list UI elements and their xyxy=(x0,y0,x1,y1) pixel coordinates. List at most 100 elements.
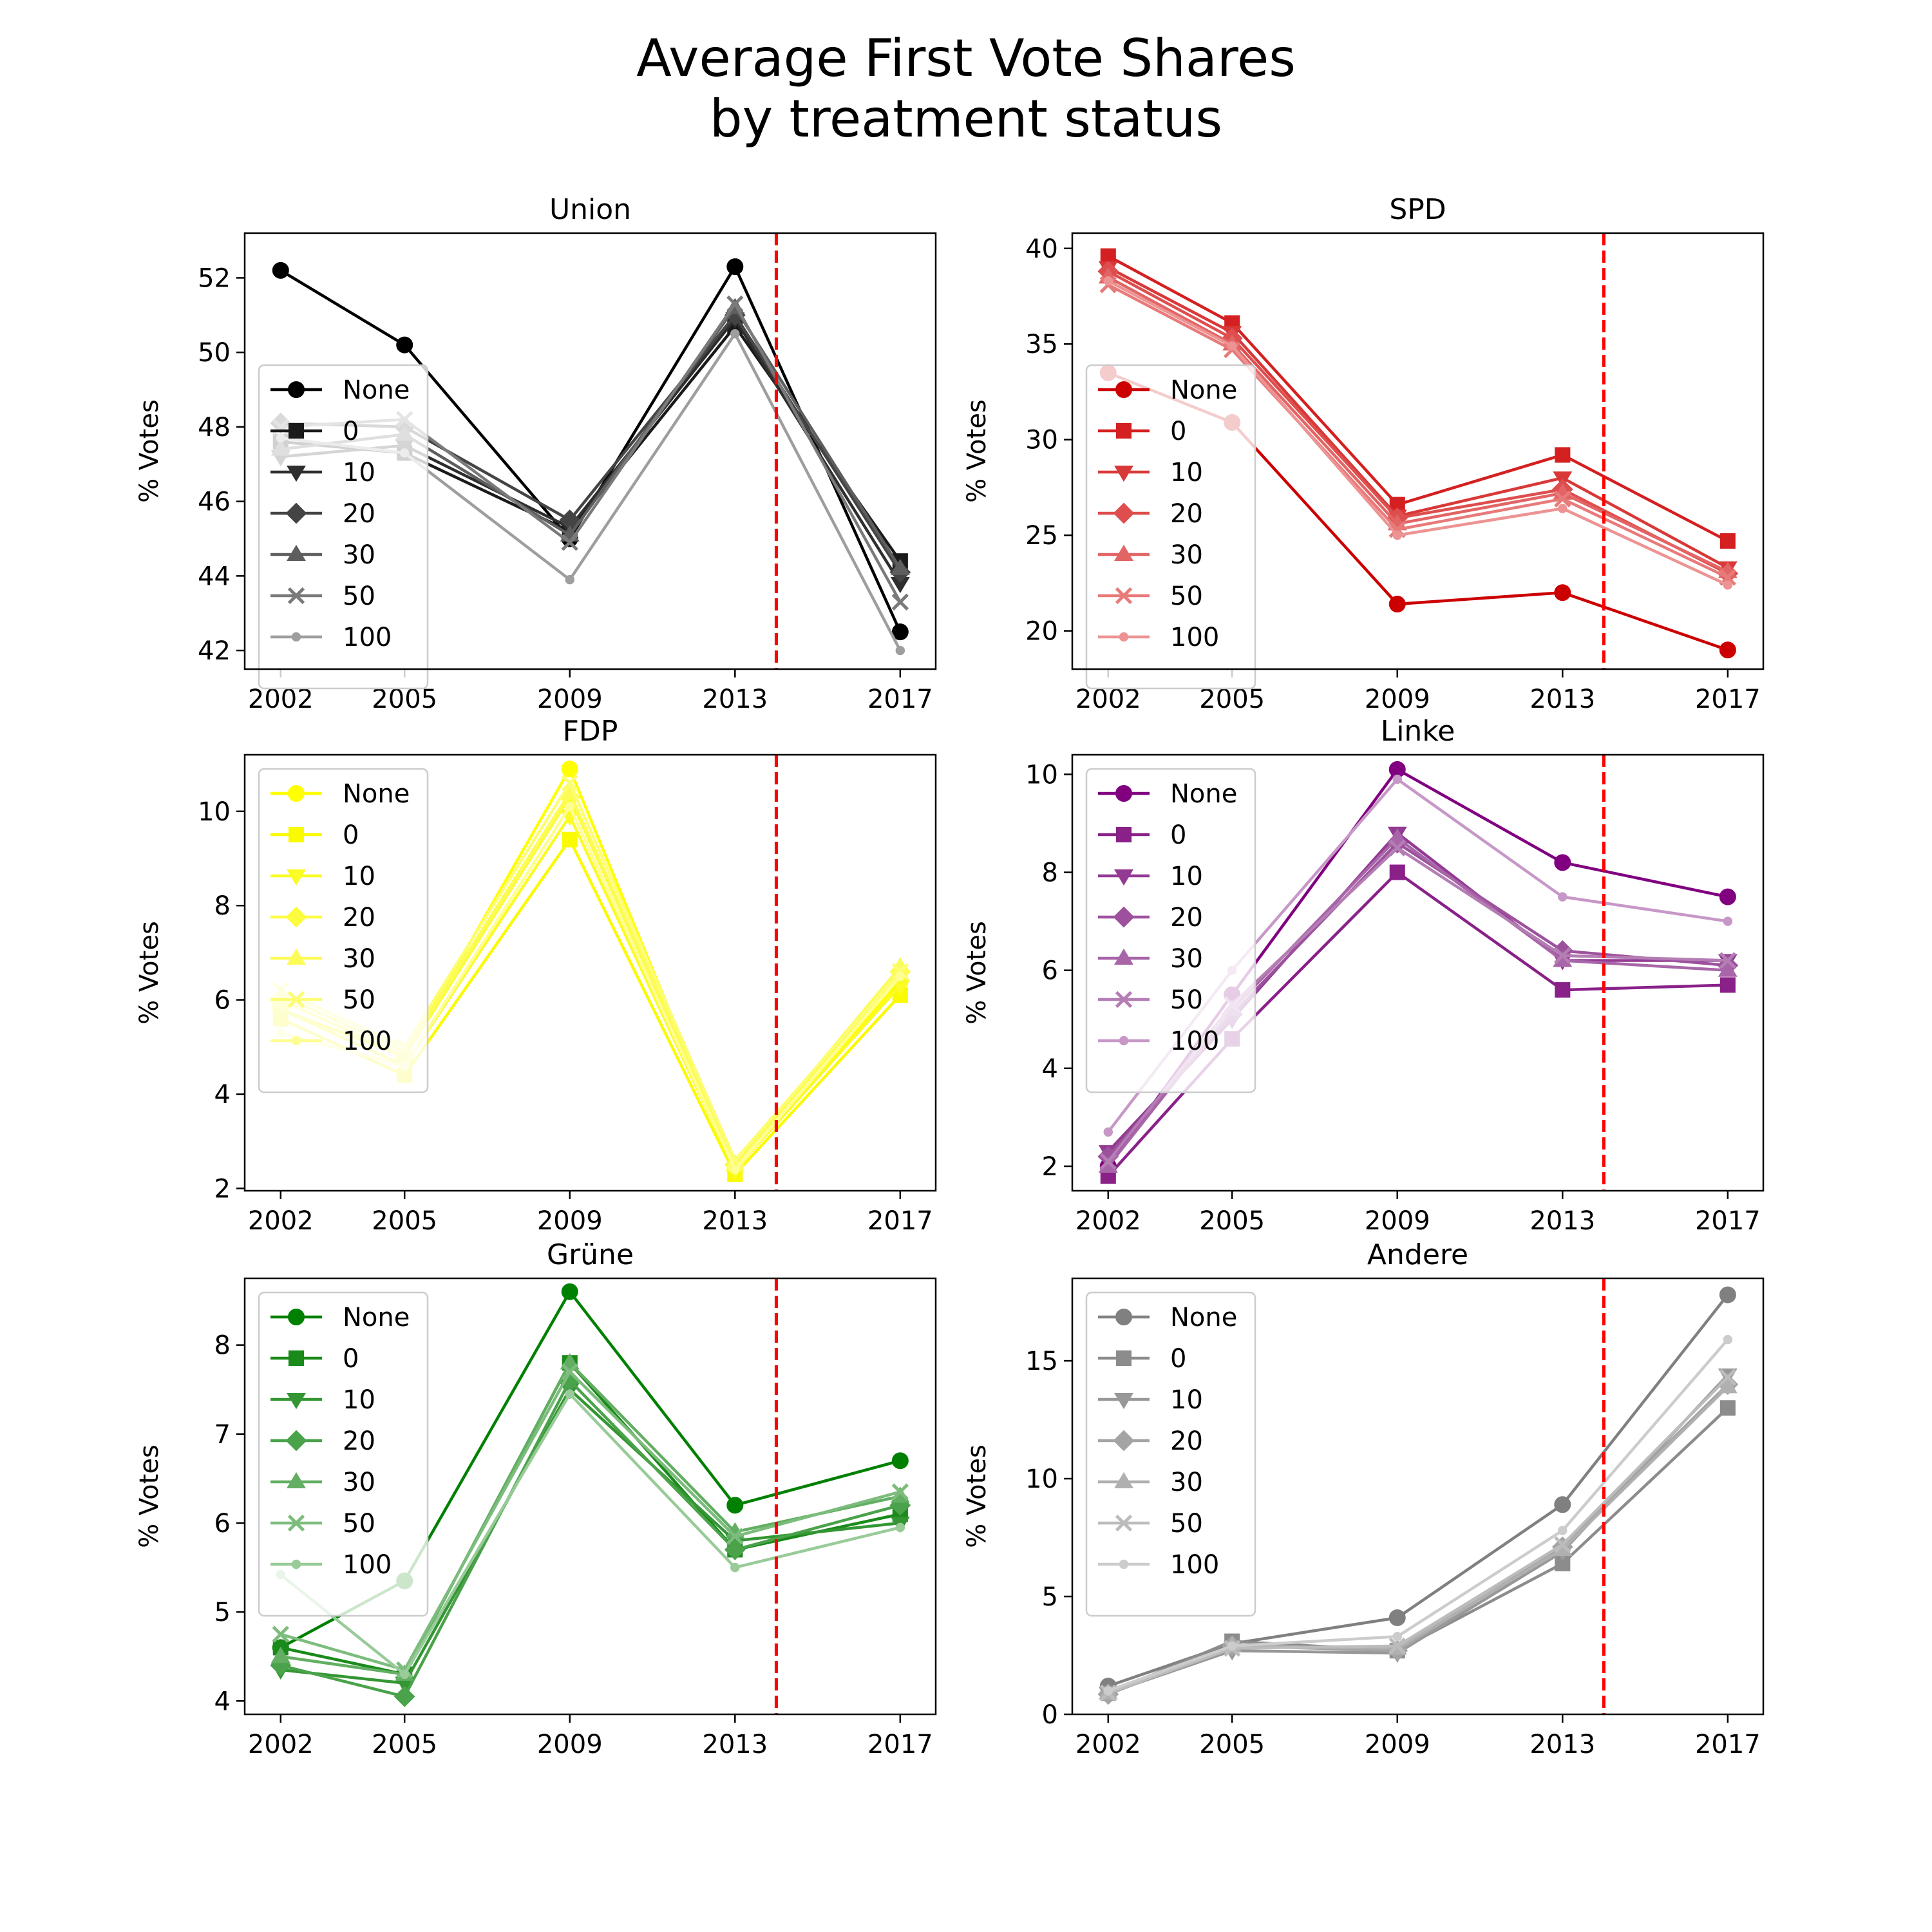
data-point-0-2017 xyxy=(1719,977,1736,993)
axes-frame xyxy=(243,1277,937,1716)
x-tick-label: 2005 xyxy=(1199,1206,1265,1236)
data-point-100-2005 xyxy=(399,1669,410,1680)
legend-marker-30 xyxy=(287,948,306,965)
y-tick-label: 44 xyxy=(198,562,231,591)
legend-marker-10 xyxy=(287,869,306,886)
y-tick-label: 20 xyxy=(1025,617,1058,647)
data-point-100-2009 xyxy=(1392,774,1402,784)
legend-box xyxy=(1085,1291,1256,1617)
data-point-100-2005 xyxy=(1227,1641,1237,1651)
legend-marker-none xyxy=(288,1309,305,1325)
data-point-50-2013 xyxy=(1554,490,1571,507)
legend-label-10: 10 xyxy=(343,862,375,891)
y-tick-label: 8 xyxy=(214,1331,231,1361)
legend-label-none: None xyxy=(1170,375,1237,405)
x-tick-label: 2002 xyxy=(248,1730,314,1759)
legend-marker-20 xyxy=(1113,502,1135,524)
x-tick-label: 2017 xyxy=(867,685,933,714)
y-tick-label: 48 xyxy=(198,413,231,442)
legend-label-10: 10 xyxy=(343,1385,375,1415)
y-tick-label: 50 xyxy=(198,338,231,368)
y-tick-label: 10 xyxy=(198,797,231,827)
legend-box xyxy=(1085,364,1256,690)
legend-label-10: 10 xyxy=(343,458,375,488)
panel-title: Grüne xyxy=(547,1238,634,1271)
x-tick-label: 2002 xyxy=(1075,1206,1141,1236)
legend-marker-50 xyxy=(287,587,305,605)
legend-label-30: 30 xyxy=(1170,1468,1203,1497)
legend-label-100: 100 xyxy=(1170,1550,1219,1580)
data-point-none-2013 xyxy=(726,1497,744,1514)
legend-label-50: 50 xyxy=(1170,582,1203,611)
y-tick-label: 5 xyxy=(214,1598,231,1627)
legend-label-50: 50 xyxy=(1170,985,1203,1015)
y-tick-label: 4 xyxy=(214,1080,231,1110)
legend-marker-none xyxy=(288,785,305,802)
y-tick-label: 2 xyxy=(1042,1152,1058,1182)
data-point-0-2009 xyxy=(1389,864,1405,880)
data-point-none-2009 xyxy=(1388,596,1406,613)
legend-marker-50 xyxy=(1115,1514,1133,1532)
y-axis-label: % Votes xyxy=(962,1444,992,1548)
data-point-50-2017 xyxy=(891,1483,909,1501)
data-point-50-2002 xyxy=(272,1625,289,1643)
x-tick-label: 2005 xyxy=(372,1206,437,1236)
legend-marker-0 xyxy=(288,826,305,843)
legend-marker-0 xyxy=(1115,1350,1132,1367)
data-point-30-2009 xyxy=(1387,828,1407,845)
y-tick-label: 40 xyxy=(1025,234,1058,264)
data-point-50-2013 xyxy=(726,1528,744,1545)
data-point-30-2009 xyxy=(560,1353,580,1370)
data-point-50-2009 xyxy=(1388,839,1406,857)
legend-box xyxy=(258,364,429,690)
y-tick-label: 10 xyxy=(1025,760,1058,790)
legend-marker-30 xyxy=(1114,544,1133,561)
data-point-50-2009 xyxy=(561,534,578,551)
legend-marker-50 xyxy=(287,990,305,1009)
x-tick-label: 2005 xyxy=(372,1730,437,1759)
panel-title: Andere xyxy=(1367,1238,1468,1271)
data-point-50-2009 xyxy=(1388,1637,1406,1655)
x-tick-label: 2013 xyxy=(1530,1206,1595,1236)
legend-label-20: 20 xyxy=(343,1426,375,1456)
data-point-30-2017 xyxy=(1718,960,1738,977)
y-axis-label: % Votes xyxy=(962,399,992,503)
legend-marker-none xyxy=(1115,381,1132,398)
y-tick-label: 8 xyxy=(1042,858,1058,888)
legend-label-none: None xyxy=(343,779,410,809)
axes-frame xyxy=(243,753,937,1192)
panel-fdp: FDP % Votes 2 4 6 8 10 2002 2005 2009 2013 2017 None… xyxy=(135,715,937,1236)
legend-marker-10 xyxy=(287,1393,306,1410)
data-point-none-2017 xyxy=(1719,641,1736,659)
legend-label-100: 100 xyxy=(343,623,392,652)
data-point-100-2002 xyxy=(1103,1686,1113,1696)
data-point-0-2009 xyxy=(562,831,578,848)
data-point-100-2013 xyxy=(730,1164,740,1175)
legend-label-30: 30 xyxy=(1170,944,1203,974)
legend-marker-100 xyxy=(291,1036,301,1046)
data-point-50-2013 xyxy=(1554,947,1571,965)
legend-label-0: 0 xyxy=(1170,820,1186,850)
data-point-none-2009 xyxy=(1388,1609,1406,1626)
data-point-100-2005 xyxy=(1227,341,1237,351)
legend-box xyxy=(258,1291,429,1617)
y-tick-label: 42 xyxy=(198,636,231,666)
data-point-none-2013 xyxy=(1554,1496,1571,1513)
data-point-none-2013 xyxy=(1554,854,1571,871)
legend-label-20: 20 xyxy=(343,499,375,529)
legend-marker-30 xyxy=(287,544,306,561)
x-tick-label: 2013 xyxy=(702,1730,768,1759)
x-tick-label: 2013 xyxy=(1530,1730,1595,1759)
y-tick-label: 6 xyxy=(1042,956,1058,986)
data-point-100-2009 xyxy=(565,802,574,811)
legend-label-50: 50 xyxy=(343,582,375,611)
x-tick-label: 2009 xyxy=(1365,1206,1430,1236)
data-point-100-2017 xyxy=(895,971,905,981)
panel-title: SPD xyxy=(1389,193,1446,226)
legend-marker-100 xyxy=(1119,632,1129,642)
y-tick-label: 10 xyxy=(1025,1464,1058,1494)
y-axis-label: % Votes xyxy=(135,921,164,1025)
legend-marker-100 xyxy=(1119,1559,1129,1569)
y-tick-label: 4 xyxy=(1042,1054,1058,1084)
